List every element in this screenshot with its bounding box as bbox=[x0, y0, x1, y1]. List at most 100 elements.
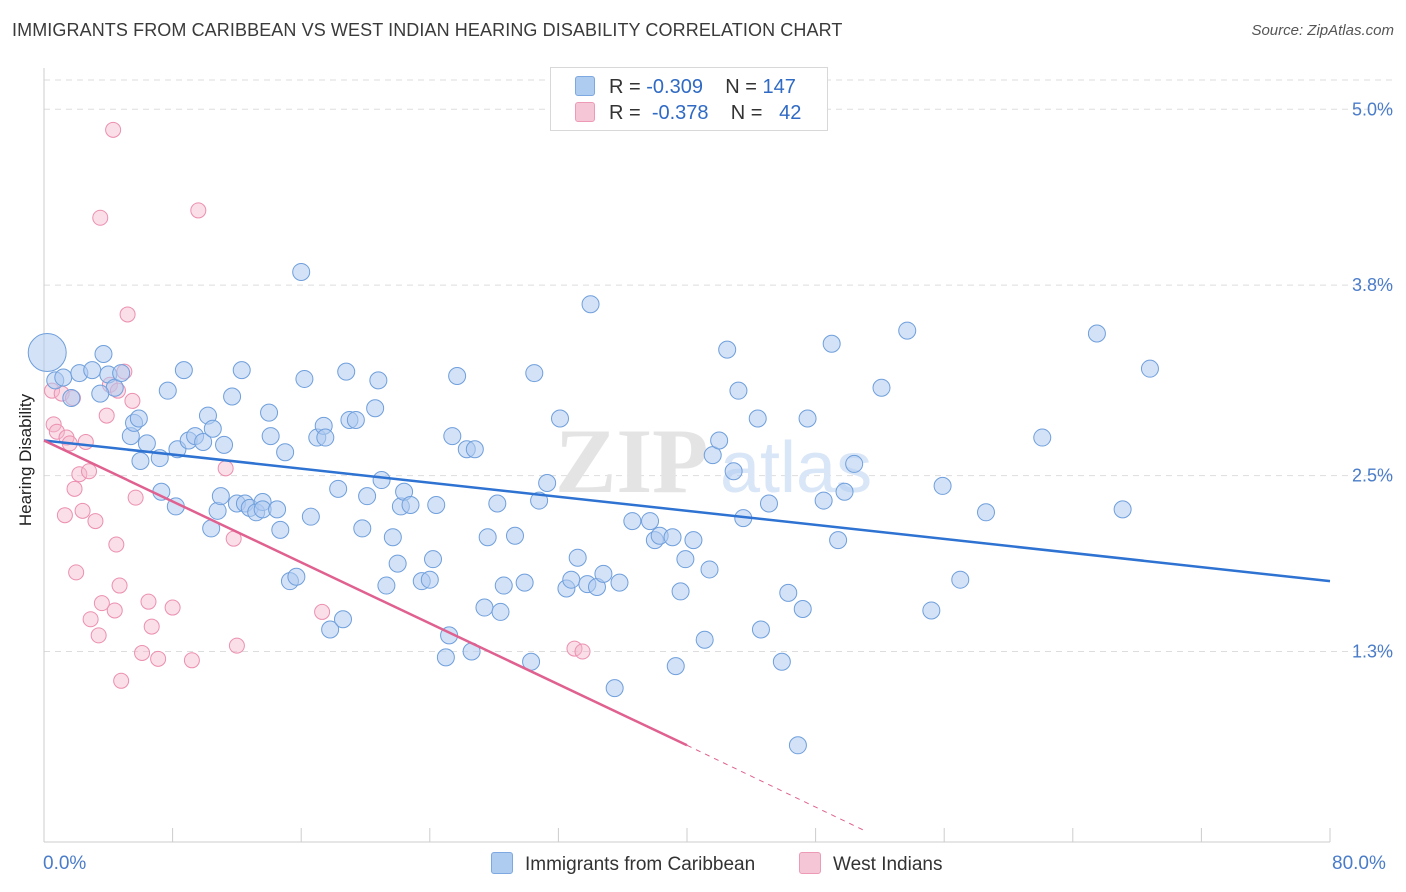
point-caribbean bbox=[663, 528, 682, 547]
point-caribbean bbox=[710, 431, 729, 450]
point-caribbean bbox=[835, 482, 854, 501]
point-caribbean bbox=[62, 388, 81, 407]
point-caribbean bbox=[333, 610, 352, 629]
point-caribbean bbox=[158, 381, 177, 400]
point-caribbean bbox=[232, 361, 251, 380]
point-west-indians bbox=[71, 466, 88, 483]
watermark-zip: ZIP bbox=[555, 410, 708, 512]
point-caribbean bbox=[388, 554, 407, 573]
point-caribbean bbox=[112, 364, 131, 383]
point-west-indians bbox=[140, 593, 157, 610]
point-west-indians bbox=[56, 507, 73, 524]
point-caribbean bbox=[729, 381, 748, 400]
point-caribbean bbox=[872, 378, 891, 397]
point-west-indians bbox=[113, 672, 130, 689]
point-west-indians bbox=[217, 460, 234, 477]
point-west-indians bbox=[90, 627, 107, 644]
trend-extension-west-indians bbox=[686, 744, 865, 831]
point-caribbean bbox=[671, 582, 690, 601]
point-caribbean bbox=[420, 570, 439, 589]
point-caribbean bbox=[1113, 500, 1132, 519]
point-west-indians bbox=[105, 121, 122, 138]
point-caribbean bbox=[666, 657, 685, 676]
point-caribbean bbox=[798, 409, 817, 428]
point-caribbean bbox=[772, 652, 791, 671]
legend-swatch-pink bbox=[575, 102, 595, 122]
point-caribbean bbox=[276, 443, 295, 462]
point-west-indians bbox=[143, 618, 160, 635]
point-caribbean bbox=[261, 427, 280, 446]
trend-line-caribbean bbox=[43, 439, 1331, 583]
point-caribbean bbox=[951, 570, 970, 589]
point-caribbean bbox=[174, 361, 193, 380]
point-caribbean bbox=[1140, 359, 1159, 378]
point-west-indians bbox=[98, 407, 115, 424]
point-west-indians bbox=[150, 650, 167, 667]
point-caribbean bbox=[443, 427, 462, 446]
point-caribbean bbox=[676, 550, 695, 569]
point-caribbean bbox=[814, 491, 833, 510]
point-west-indians bbox=[108, 536, 125, 553]
y-tick-label: 5.0% bbox=[1352, 99, 1393, 119]
point-caribbean bbox=[91, 384, 110, 403]
point-caribbean bbox=[724, 462, 743, 481]
point-caribbean bbox=[208, 501, 227, 520]
bottom-legend-label-west-indians: West Indians bbox=[833, 854, 943, 875]
point-caribbean bbox=[700, 560, 719, 579]
point-caribbean bbox=[610, 573, 629, 592]
point-caribbean bbox=[94, 345, 113, 364]
legend-n-label: N = bbox=[730, 102, 763, 124]
point-caribbean bbox=[54, 368, 73, 387]
y-tick-label: 2.5% bbox=[1352, 466, 1393, 486]
point-caribbean bbox=[933, 476, 952, 495]
chart-source: Source: ZipAtlas.com bbox=[1251, 22, 1394, 39]
point-caribbean bbox=[605, 679, 624, 698]
point-caribbean bbox=[194, 432, 213, 451]
bottom-legend-swatch-blue bbox=[491, 852, 513, 874]
point-west-indians bbox=[127, 489, 144, 506]
point-caribbean bbox=[292, 262, 311, 281]
point-west-indians bbox=[164, 599, 181, 616]
legend-r-label: R = bbox=[609, 102, 641, 124]
point-west-indians bbox=[111, 577, 128, 594]
point-west-indians bbox=[93, 595, 110, 612]
legend-swatch-blue bbox=[575, 76, 595, 96]
point-west-indians bbox=[119, 306, 136, 323]
legend-row-caribbean: R = -0.309 N = 147 bbox=[575, 76, 796, 100]
point-caribbean bbox=[976, 503, 995, 522]
point-west-indians bbox=[124, 392, 141, 409]
point-caribbean bbox=[494, 576, 513, 595]
bottom-legend-swatch-pink bbox=[799, 852, 821, 874]
point-caribbean bbox=[695, 630, 714, 649]
trend-lines bbox=[43, 439, 1331, 831]
legend-r-label: R = bbox=[609, 76, 641, 98]
point-caribbean bbox=[788, 736, 807, 755]
point-caribbean bbox=[329, 479, 348, 498]
point-caribbean bbox=[478, 528, 497, 547]
point-caribbean bbox=[211, 487, 230, 506]
point-caribbean bbox=[748, 409, 767, 428]
point-west-indians bbox=[106, 602, 123, 619]
y-axis-title: Hearing Disability bbox=[16, 393, 35, 526]
point-caribbean bbox=[448, 367, 467, 386]
point-caribbean bbox=[718, 340, 737, 359]
point-caribbean bbox=[271, 520, 290, 539]
point-caribbean bbox=[793, 600, 812, 619]
point-west-indians bbox=[228, 637, 245, 654]
point-west-indians bbox=[48, 423, 65, 440]
point-caribbean bbox=[316, 428, 335, 447]
point-caribbean bbox=[268, 500, 287, 519]
point-west-indians bbox=[183, 652, 200, 669]
point-caribbean bbox=[829, 531, 848, 550]
point-caribbean bbox=[295, 369, 314, 388]
point-caribbean bbox=[137, 434, 156, 453]
point-caribbean bbox=[822, 334, 841, 353]
point-caribbean bbox=[491, 602, 510, 621]
legend: R = -0.309 N = 147 R = -0.378 N = 42 bbox=[550, 67, 828, 131]
point-caribbean bbox=[424, 550, 443, 569]
point-caribbean bbox=[898, 321, 917, 340]
series-west-indians bbox=[44, 121, 591, 689]
point-caribbean bbox=[505, 526, 524, 545]
point-caribbean bbox=[1087, 324, 1106, 343]
